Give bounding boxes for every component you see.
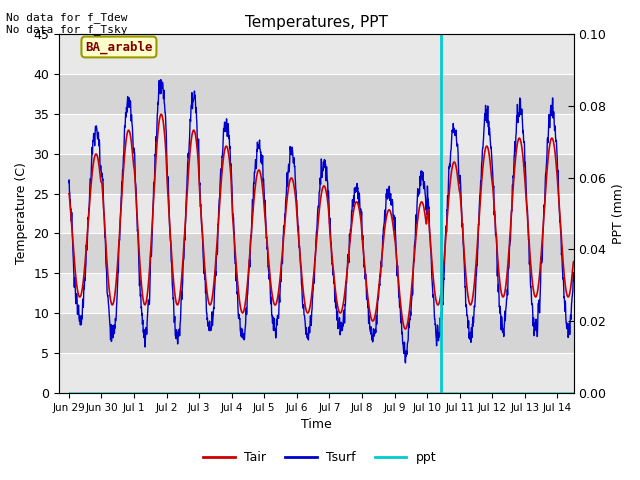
Legend: Tair, Tsurf, ppt: Tair, Tsurf, ppt [198,446,442,469]
Y-axis label: Temperature (C): Temperature (C) [15,163,28,264]
Bar [59,154,573,193]
Bar [59,193,573,233]
X-axis label: Time: Time [301,419,332,432]
Y-axis label: PPT (mm): PPT (mm) [612,183,625,244]
Bar [59,34,573,74]
Bar [59,313,573,353]
Bar [59,353,573,393]
Bar [59,74,573,114]
Bar [59,114,573,154]
Text: No data for f_Tdew
No data for f_Tsky: No data for f_Tdew No data for f_Tsky [6,12,128,36]
Text: BA_arable: BA_arable [85,40,153,54]
Bar [59,233,573,274]
Title: Temperatures, PPT: Temperatures, PPT [245,15,388,30]
Bar [59,274,573,313]
